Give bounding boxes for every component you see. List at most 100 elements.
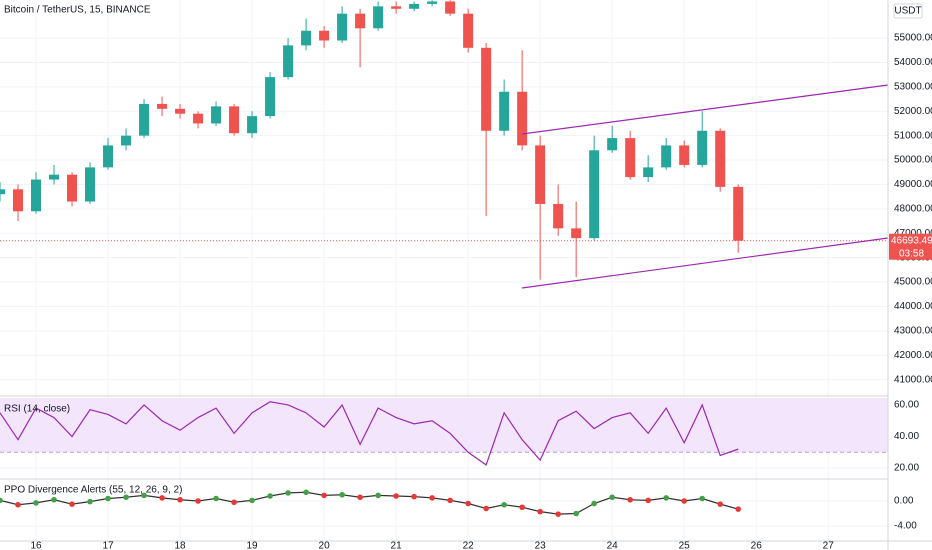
ppo-dot bbox=[213, 495, 219, 502]
y-tick-label: 60.00 bbox=[894, 400, 919, 411]
ppo-dot bbox=[357, 494, 363, 501]
ppo-dot bbox=[591, 500, 597, 507]
ppo-dot bbox=[411, 493, 417, 500]
y-tick-label: 52000.00 bbox=[894, 106, 932, 117]
candle-body bbox=[211, 106, 222, 124]
x-tick-label: 18 bbox=[174, 541, 186, 550]
ppo-dot bbox=[681, 498, 687, 504]
ppo-dot bbox=[177, 496, 183, 503]
ppo-dot bbox=[609, 494, 615, 501]
ppo-dot bbox=[447, 497, 453, 504]
candle-body bbox=[481, 47, 492, 131]
y-tick-label: 44000.00 bbox=[894, 301, 932, 312]
ppo-dot bbox=[501, 501, 507, 508]
candle-body bbox=[247, 116, 258, 134]
ppo-dot bbox=[87, 498, 93, 505]
candle-body bbox=[733, 186, 744, 241]
ppo-dot bbox=[303, 489, 309, 496]
ppo-dot bbox=[69, 501, 75, 507]
y-tick-label: 43000.00 bbox=[894, 325, 932, 336]
candle-body bbox=[715, 130, 726, 187]
candle-body bbox=[445, 1, 456, 14]
x-tick-label: 22 bbox=[463, 541, 475, 550]
last-price-label: 46693.49 bbox=[891, 235, 932, 246]
ppo-dot bbox=[267, 493, 273, 499]
indicator-line bbox=[0, 491, 739, 515]
candle-body bbox=[85, 167, 96, 202]
grid-layer bbox=[0, 0, 888, 540]
ppo-dot bbox=[0, 497, 3, 504]
ppo-dot bbox=[627, 496, 633, 503]
rsi-band bbox=[0, 398, 888, 453]
y-tick-label: 0.00 bbox=[894, 496, 914, 507]
candle-body bbox=[607, 138, 618, 151]
indicator-line bbox=[0, 401, 739, 466]
ppo-dot bbox=[393, 493, 399, 499]
currency-box[interactable] bbox=[893, 3, 923, 19]
last-price-box bbox=[889, 233, 932, 260]
candle-body bbox=[373, 6, 384, 29]
ppo-dot bbox=[195, 498, 201, 504]
candle-body bbox=[67, 174, 78, 202]
x-tick-label: 17 bbox=[102, 541, 114, 550]
ppo-dot bbox=[105, 495, 111, 502]
trend-line-lower bbox=[521, 237, 889, 289]
ppo-dot bbox=[429, 495, 435, 501]
ppo-dot bbox=[375, 492, 381, 499]
candle-body bbox=[301, 30, 312, 46]
candle-body bbox=[625, 138, 636, 178]
candle-body bbox=[229, 106, 240, 134]
ppo-dot bbox=[249, 497, 255, 504]
candle-body bbox=[643, 167, 654, 178]
ppo-dot bbox=[285, 490, 291, 496]
ppo-dot bbox=[645, 497, 651, 504]
candle-body bbox=[679, 145, 690, 165]
y-tick-label: 51000.00 bbox=[894, 130, 932, 141]
candle-body bbox=[391, 6, 402, 9]
y-tick-label: 41000.00 bbox=[894, 374, 932, 385]
ppo-dot bbox=[519, 504, 525, 511]
candle-body bbox=[103, 145, 114, 168]
candle-body bbox=[697, 130, 708, 165]
x-tick-label: 19 bbox=[247, 541, 259, 550]
candle-body bbox=[337, 13, 348, 41]
candle-body bbox=[193, 113, 204, 124]
candle-body bbox=[121, 135, 132, 146]
y-tick-label: 42000.00 bbox=[894, 350, 932, 361]
candle-body bbox=[265, 77, 276, 117]
candle-body bbox=[13, 189, 24, 212]
candle-body bbox=[139, 103, 150, 136]
ppo-dot bbox=[321, 492, 327, 499]
ppo-dot bbox=[699, 495, 705, 502]
candle-body bbox=[49, 174, 60, 180]
ppo-dot bbox=[573, 510, 579, 517]
ppo-dot bbox=[15, 501, 21, 508]
ppo-dot bbox=[717, 501, 723, 507]
candle-body bbox=[175, 108, 186, 114]
y-tick-label: 53000.00 bbox=[894, 81, 932, 92]
candle-body bbox=[157, 103, 168, 109]
x-tick-label: 27 bbox=[823, 541, 835, 550]
y-tick-label: -4.00 bbox=[894, 521, 917, 532]
ppo-dot bbox=[339, 491, 345, 498]
currency-label[interactable]: USDT bbox=[894, 6, 921, 17]
ppo-dot bbox=[51, 496, 57, 503]
candle-body bbox=[409, 3, 420, 9]
ppo-dot bbox=[735, 506, 741, 512]
candle-body bbox=[499, 91, 510, 131]
trend-line-upper bbox=[521, 84, 889, 135]
x-tick-label: 21 bbox=[391, 541, 403, 550]
y-tick-label: 20.00 bbox=[894, 463, 919, 474]
y-tick-label: 49000.00 bbox=[894, 179, 932, 190]
x-tick-label: 16 bbox=[30, 541, 42, 550]
ppo-dot bbox=[123, 494, 129, 501]
x-tick-label: 24 bbox=[607, 541, 619, 550]
candle-body bbox=[31, 179, 42, 212]
marks-layer bbox=[0, 0, 888, 517]
y-tick-label: 47000.00 bbox=[894, 228, 932, 239]
candle-body bbox=[589, 150, 600, 239]
y-tick-label: 50000.00 bbox=[894, 155, 932, 166]
candle-body bbox=[535, 145, 546, 204]
candle-body bbox=[571, 228, 582, 239]
countdown-label: 03:58 bbox=[899, 248, 924, 259]
